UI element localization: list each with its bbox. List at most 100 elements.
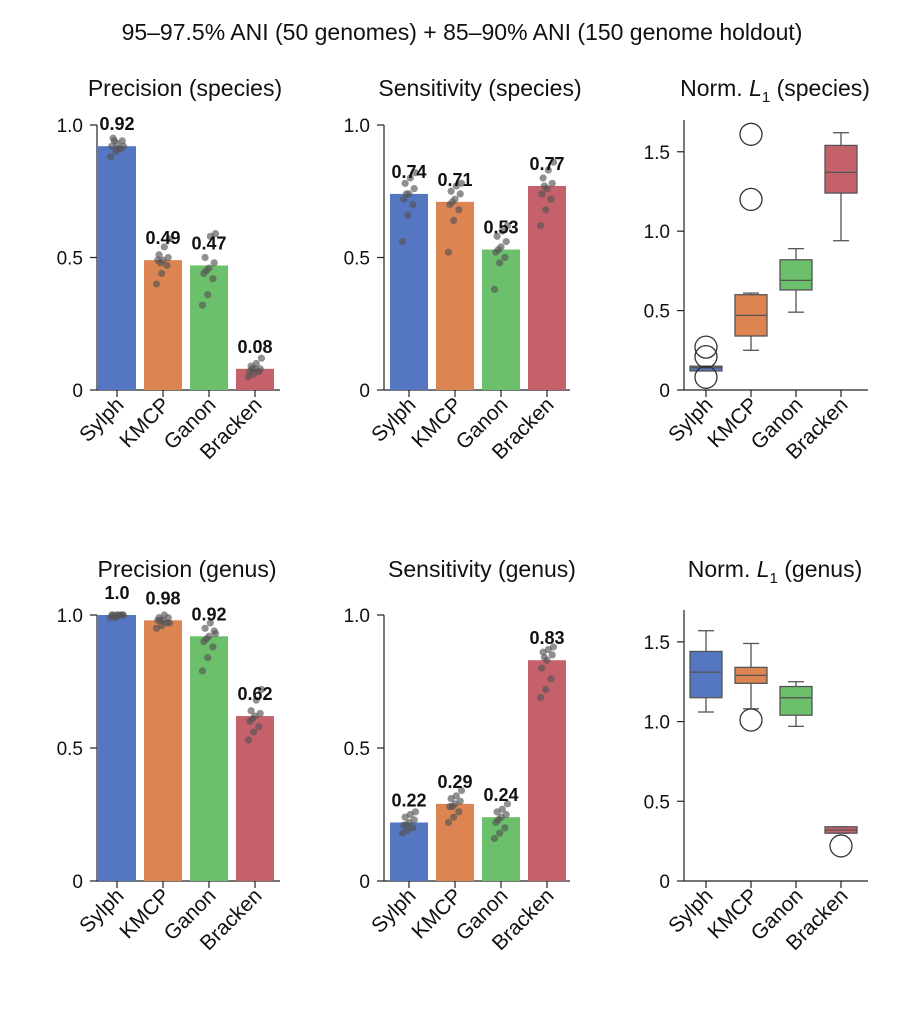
data-point: [409, 824, 417, 832]
data-point: [110, 612, 118, 620]
title-subscript: 1: [762, 89, 770, 106]
value-label-bracken: 0.83: [529, 628, 564, 648]
data-point: [404, 211, 412, 219]
title-suffix: (species): [770, 75, 870, 101]
data-point: [490, 285, 499, 293]
bar-sylph: [390, 193, 428, 390]
data-point: [252, 359, 260, 368]
data-point: [248, 715, 256, 723]
bar-ganon: [190, 636, 228, 881]
data-point: [155, 251, 163, 259]
data-point: [540, 653, 549, 662]
data-point: [538, 664, 546, 672]
data-point: [457, 786, 466, 795]
data-point: [503, 222, 512, 230]
data-point: [544, 166, 552, 174]
outlier: [829, 834, 853, 858]
panel-title: Sensitivity (genus): [388, 556, 576, 582]
data-point: [257, 685, 266, 694]
data-point: [452, 792, 460, 800]
box-ganon: [779, 685, 813, 716]
value-label-kmcp: 0.71: [437, 170, 472, 190]
y-tick-label: 0: [659, 872, 670, 893]
data-point: [411, 808, 420, 816]
panel-norm-l1-species: Norm. L1 (species)00.51.01.5SylphKMCPGan…: [644, 75, 870, 464]
panel-title: Sensitivity (species): [378, 75, 581, 101]
data-point: [548, 651, 556, 659]
data-point: [542, 685, 550, 694]
title-variable: L: [757, 556, 770, 582]
data-point: [211, 230, 220, 238]
value-label-kmcp: 0.49: [145, 228, 180, 248]
y-tick-label: 0: [659, 381, 670, 402]
bar-bracken: [528, 660, 566, 881]
y-tick-label: 0.5: [644, 302, 670, 323]
data-point: [501, 253, 509, 262]
y-tick-label: 1.0: [644, 222, 670, 243]
data-point: [542, 206, 550, 214]
data-point: [210, 259, 218, 267]
data-point: [503, 800, 512, 808]
data-point: [448, 198, 456, 206]
bar-ganon: [190, 265, 228, 390]
data-point: [204, 291, 212, 299]
data-point: [204, 653, 212, 662]
y-tick-label: 0: [72, 381, 83, 402]
data-point: [402, 190, 410, 198]
bar-bracken: [236, 716, 274, 881]
data-point: [119, 611, 128, 619]
y-tick-label: 0.5: [344, 739, 370, 760]
data-point: [156, 259, 164, 267]
data-point: [165, 235, 174, 243]
data-point: [444, 248, 453, 256]
data-point: [401, 179, 409, 187]
outlier: [694, 365, 718, 389]
data-point: [410, 816, 418, 824]
data-point: [406, 174, 414, 182]
data-point: [160, 611, 168, 619]
data-point: [447, 187, 455, 195]
y-tick-label: 1.5: [644, 143, 670, 164]
data-point: [198, 667, 207, 675]
value-label-ganon: 0.53: [483, 218, 518, 238]
data-point: [209, 275, 217, 283]
value-label-bracken: 0.77: [529, 154, 564, 174]
bar-kmcp: [436, 201, 474, 390]
data-point: [496, 259, 504, 267]
data-point: [209, 643, 217, 651]
data-point: [549, 158, 558, 166]
y-tick-label: 0: [359, 872, 370, 893]
outlier: [739, 187, 763, 212]
title-variable: L: [749, 75, 762, 101]
data-point: [244, 736, 253, 744]
data-point: [456, 797, 464, 805]
data-point: [201, 624, 209, 632]
panel-precision-species: Precision (species)00.51.0SylphKMCPGanon…: [57, 75, 283, 464]
data-point: [106, 153, 115, 161]
value-label-sylph: 0.74: [391, 162, 426, 182]
data-point: [206, 619, 214, 627]
data-point: [540, 182, 549, 190]
data-point: [536, 222, 545, 230]
data-point: [455, 206, 463, 214]
panel-title: Norm. L1 (species): [680, 75, 870, 106]
data-point: [158, 269, 166, 277]
panel-title: Precision (genus): [98, 556, 277, 582]
data-point: [248, 365, 256, 373]
outlier: [694, 344, 718, 369]
data-point: [411, 169, 420, 177]
bar-bracken: [528, 185, 566, 390]
data-point: [211, 630, 220, 638]
outlier: [739, 122, 763, 146]
y-tick-label: 0.5: [57, 739, 83, 760]
bar-bracken: [236, 368, 274, 390]
data-point: [201, 253, 209, 262]
bar-sylph: [98, 615, 136, 881]
y-tick-label: 0.5: [644, 792, 670, 813]
title-subscript: 1: [770, 570, 778, 587]
value-label-kmcp: 0.29: [437, 772, 472, 792]
data-point: [494, 245, 502, 254]
panel-sensitivity-genus: Sensitivity (genus)00.51.0SylphKMCPGanon…: [344, 556, 576, 955]
panel-precision-genus: Precision (genus)00.51.0SylphKMCPGanonBr…: [57, 556, 280, 955]
